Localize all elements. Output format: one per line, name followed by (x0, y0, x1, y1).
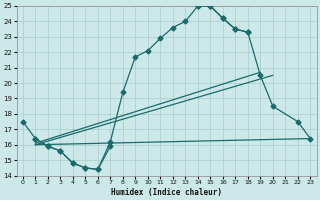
X-axis label: Humidex (Indice chaleur): Humidex (Indice chaleur) (111, 188, 222, 197)
